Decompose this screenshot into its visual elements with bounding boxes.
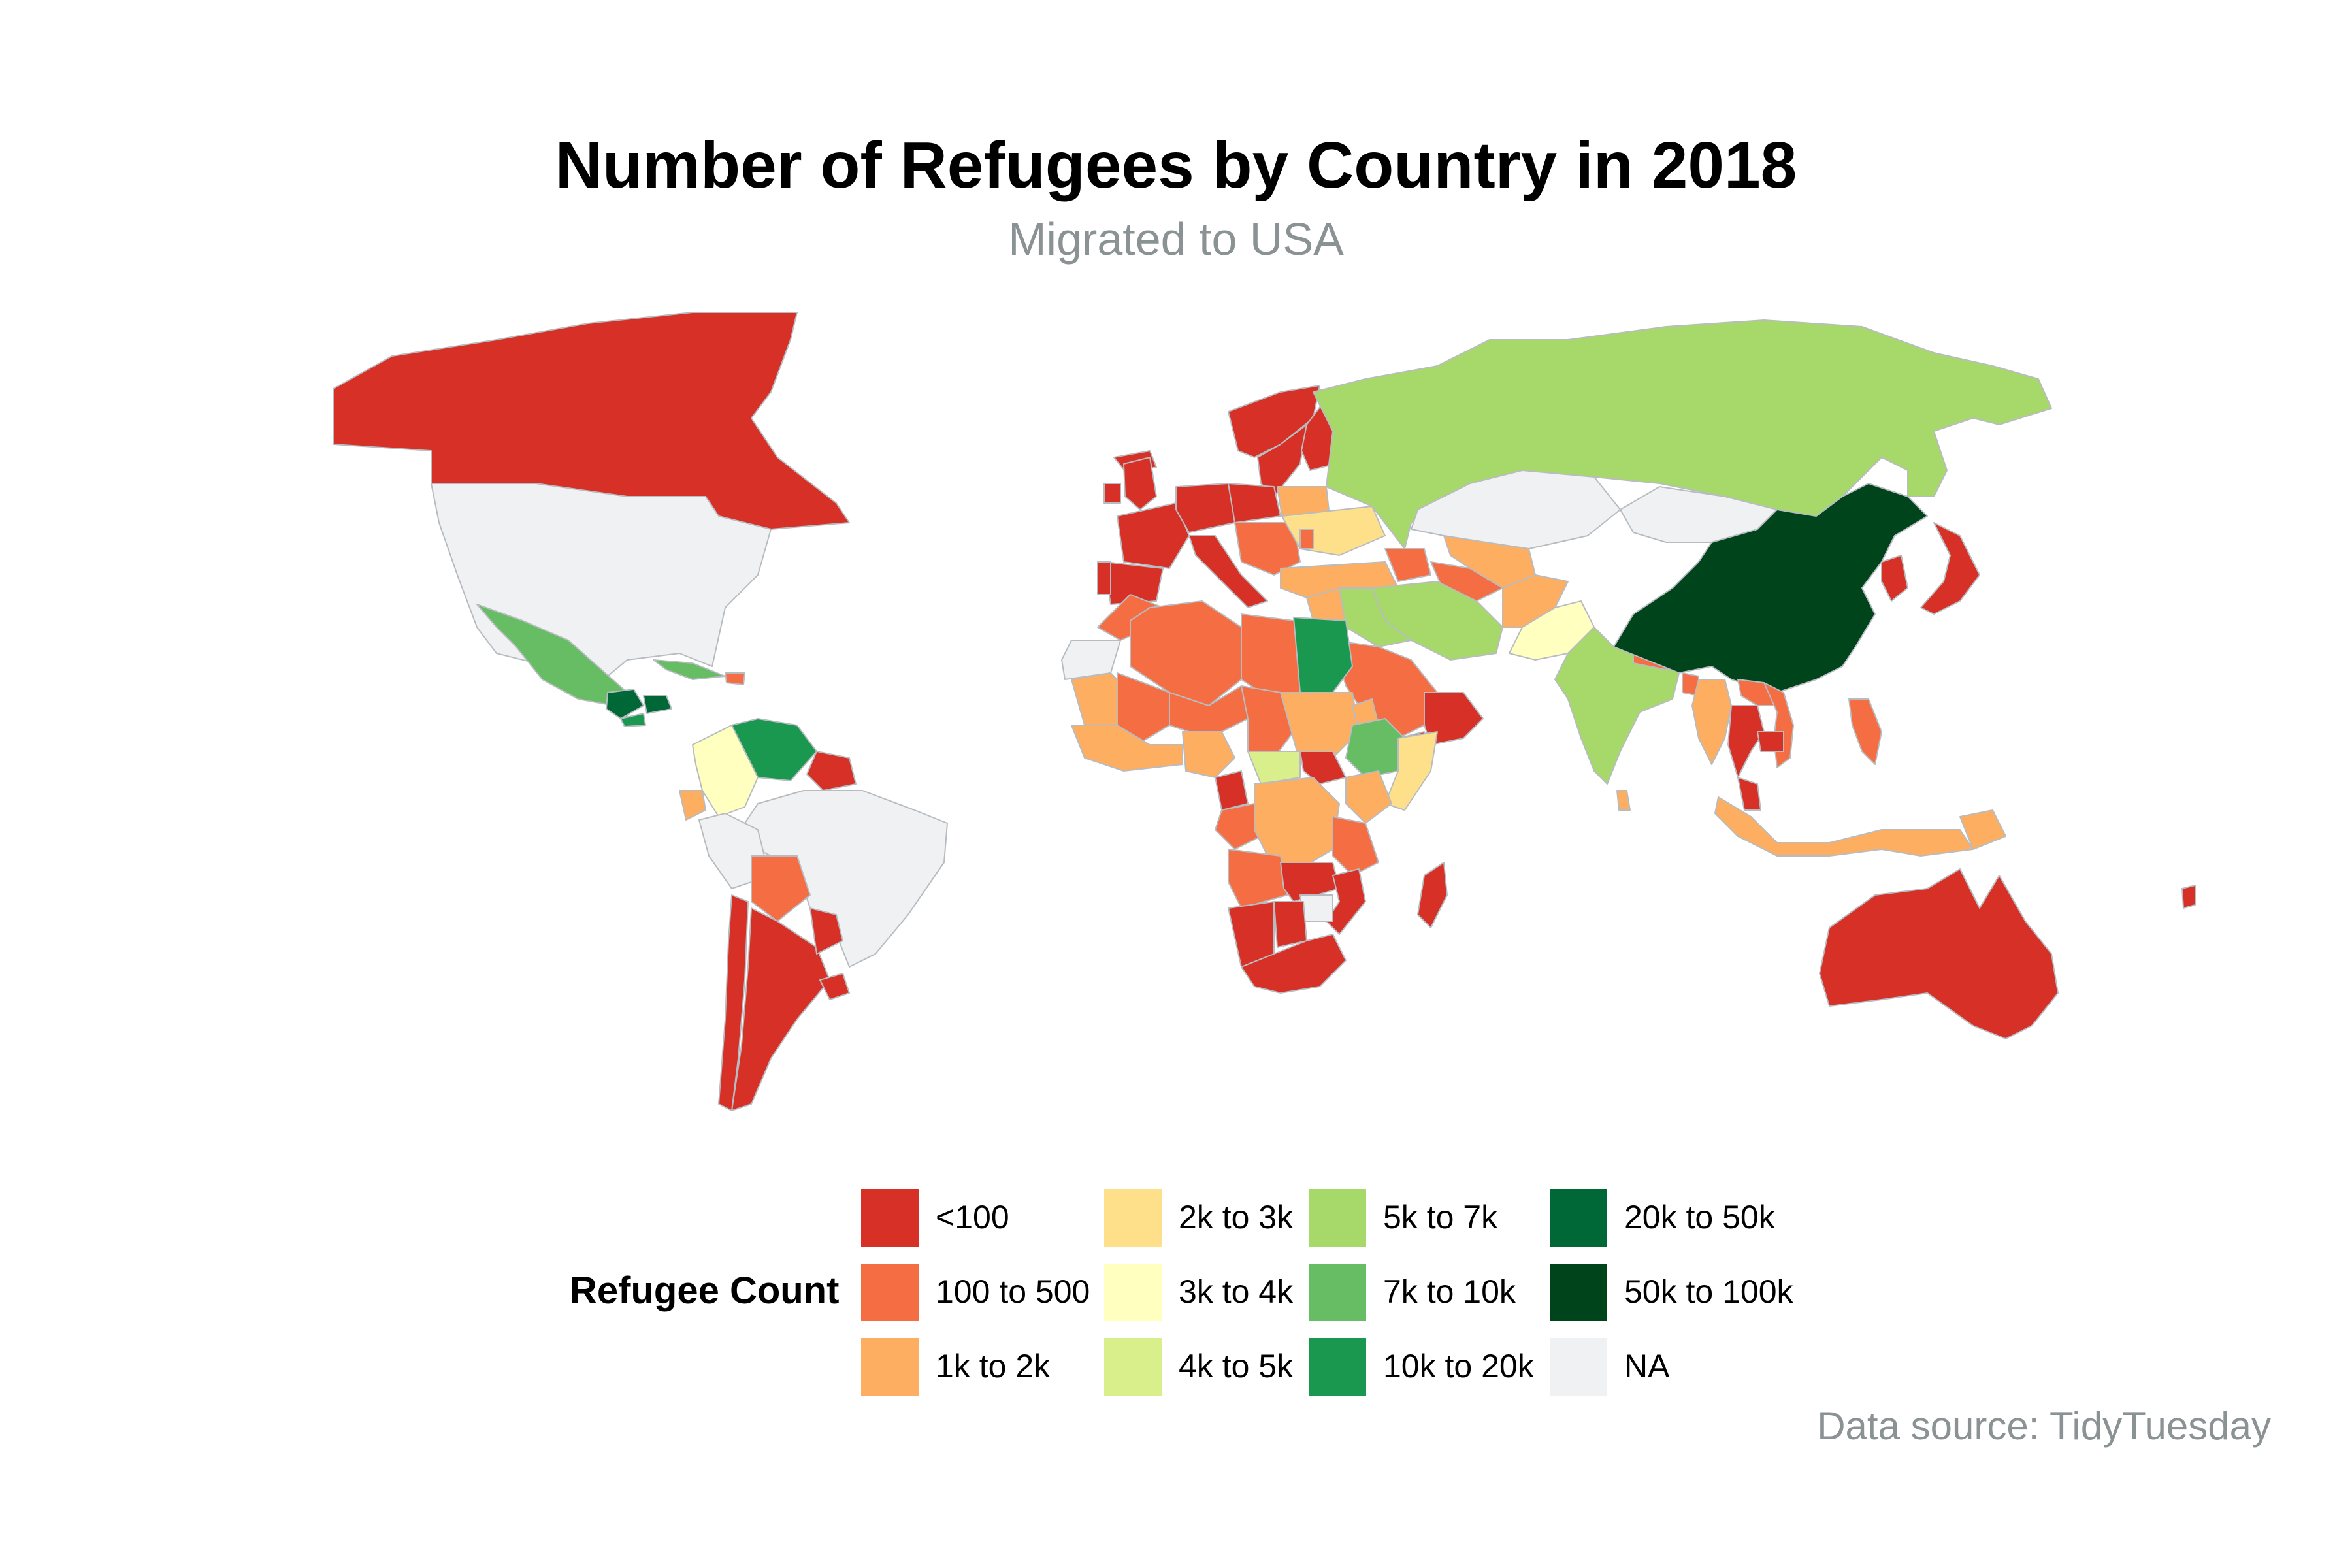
legend-label: 50k to 100k	[1624, 1273, 1793, 1310]
country-australia	[1819, 868, 2059, 1039]
country-bolivia	[751, 855, 811, 922]
country-japan	[1920, 522, 1980, 615]
country-guatemala	[606, 689, 644, 719]
legend-label: 2k to 3k	[1179, 1199, 1294, 1235]
country-portugal	[1097, 561, 1111, 595]
country-somalia	[1384, 731, 1438, 811]
country-angola	[1228, 849, 1288, 909]
legend-swatch	[861, 1264, 919, 1321]
legend-swatch	[861, 1338, 919, 1396]
legend-swatch	[1309, 1338, 1366, 1396]
legend-swatch	[1104, 1264, 1162, 1321]
country-france	[1117, 502, 1190, 569]
country-ireland	[1103, 483, 1121, 504]
country-nigeria	[1182, 731, 1235, 778]
legend-swatch	[1309, 1189, 1366, 1247]
legend-swatch	[1550, 1264, 1607, 1321]
legend-title: Refugee Count	[570, 1269, 840, 1312]
country-sri-lanka	[1616, 790, 1631, 811]
country-madagascar	[1417, 862, 1448, 928]
country-uruguay	[819, 973, 850, 1000]
legend-label: 5k to 7k	[1383, 1199, 1498, 1235]
country-botswana	[1273, 901, 1307, 948]
legend-label: <100	[936, 1199, 1009, 1235]
legend-label: 4k to 5k	[1179, 1348, 1294, 1384]
country-kazakhstan	[1411, 470, 1621, 549]
country-haiti	[725, 672, 745, 685]
legend-swatch	[1550, 1189, 1607, 1247]
country-new-zealand	[2181, 885, 2196, 909]
country-guyana	[806, 751, 857, 791]
country-germany	[1175, 483, 1235, 533]
country-papua-new-guinea	[1959, 809, 2006, 850]
chart-title: Number of Refugees by Country in 2018	[555, 129, 1797, 202]
chart-subtitle: Migrated to USA	[1008, 214, 1344, 265]
country-dr-congo	[1254, 777, 1340, 870]
country-tanzania	[1332, 816, 1379, 876]
country-honduras	[643, 695, 672, 714]
country-china	[1613, 483, 1928, 693]
country-regions	[333, 312, 2196, 1111]
country-poland	[1228, 483, 1281, 523]
country-cuba	[653, 659, 726, 680]
country-vietnam	[1763, 682, 1794, 768]
country-uk	[1123, 457, 1157, 510]
country-ecuador	[679, 790, 706, 821]
legend-label: 10k to 20k	[1383, 1348, 1534, 1384]
country-oman	[1424, 692, 1484, 745]
country-caucasus	[1384, 548, 1431, 582]
legend-label: 100 to 500	[936, 1273, 1090, 1310]
legend-swatch	[861, 1189, 919, 1247]
country-egypt	[1293, 617, 1353, 693]
legend-label: NA	[1624, 1348, 1670, 1384]
country-italy	[1188, 535, 1268, 608]
country-moldova	[1299, 529, 1314, 549]
country-myanmar	[1691, 679, 1732, 765]
country-laos	[1737, 679, 1778, 706]
country-south-sudan	[1299, 751, 1347, 785]
country-argentina	[731, 907, 830, 1111]
country-sudan	[1280, 692, 1360, 759]
country-norway	[1228, 385, 1320, 458]
country-philippines	[1848, 698, 1882, 765]
country-el-salvador	[620, 713, 646, 727]
country-mozambique	[1326, 868, 1366, 935]
country-kenya	[1345, 770, 1392, 824]
country-malaysia	[1737, 777, 1761, 811]
legend-swatch	[1104, 1189, 1162, 1247]
country-korea	[1881, 555, 1908, 602]
legend-swatch	[1104, 1338, 1162, 1396]
country-cambodia	[1757, 731, 1784, 752]
country-cameroon	[1215, 770, 1249, 811]
country-south-africa	[1241, 934, 1347, 994]
country-chile	[718, 894, 749, 1111]
data-source-caption: Data source: TidyTuesday	[1817, 1404, 2271, 1448]
legend-label: 3k to 4k	[1179, 1273, 1294, 1310]
country-sweden	[1257, 424, 1307, 497]
legend-label: 7k to 10k	[1383, 1273, 1516, 1310]
legend-swatch	[1309, 1264, 1366, 1321]
legend-swatch	[1550, 1338, 1607, 1396]
country-west-africa	[1071, 725, 1183, 772]
country-paraguay	[809, 907, 843, 955]
legend-label: 1k to 2k	[936, 1348, 1051, 1384]
country-mali	[1117, 672, 1170, 745]
legend-label: 20k to 50k	[1624, 1199, 1775, 1235]
country-central-african-republic	[1247, 751, 1301, 785]
country-colombia	[692, 725, 759, 817]
country-gabon-congo	[1215, 803, 1262, 850]
